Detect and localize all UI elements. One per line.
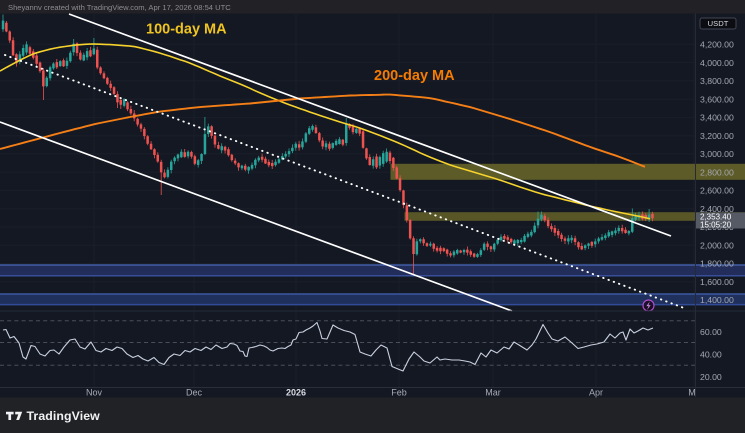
svg-text:2026: 2026 xyxy=(286,388,306,398)
svg-text:M: M xyxy=(688,388,696,398)
svg-text:100-day MA: 100-day MA xyxy=(146,22,227,38)
svg-text:4,200.00: 4,200.00 xyxy=(700,40,734,50)
svg-text:60.00: 60.00 xyxy=(700,327,722,337)
svg-text:Mar: Mar xyxy=(485,388,501,398)
svg-text:3,800.00: 3,800.00 xyxy=(700,76,734,86)
svg-text:3,000.00: 3,000.00 xyxy=(700,149,734,159)
svg-text:2,800.00: 2,800.00 xyxy=(700,167,734,177)
svg-text:3,600.00: 3,600.00 xyxy=(700,94,734,104)
svg-text:Feb: Feb xyxy=(391,388,407,398)
svg-text:Sheyannv created with TradingV: Sheyannv created with TradingView.com, A… xyxy=(8,3,231,12)
svg-text:2,353.40: 2,353.40 xyxy=(700,212,732,221)
svg-text:15:05:20: 15:05:20 xyxy=(700,220,732,229)
svg-text:1,400.00: 1,400.00 xyxy=(700,295,734,305)
svg-text:2,600.00: 2,600.00 xyxy=(700,186,734,196)
svg-text:Nov: Nov xyxy=(86,388,103,398)
svg-text:20.00: 20.00 xyxy=(700,372,722,382)
svg-text:4,000.00: 4,000.00 xyxy=(700,58,734,68)
svg-text:Apr: Apr xyxy=(589,388,603,398)
svg-text:40.00: 40.00 xyxy=(700,350,722,360)
svg-text:200-day MA: 200-day MA xyxy=(374,68,455,84)
svg-text:2,400.00: 2,400.00 xyxy=(700,204,734,214)
svg-text:3,400.00: 3,400.00 xyxy=(700,113,734,123)
svg-text:TradingView: TradingView xyxy=(27,409,101,423)
svg-text:2,000.00: 2,000.00 xyxy=(700,240,734,250)
svg-text:3,200.00: 3,200.00 xyxy=(700,131,734,141)
svg-text:USDT: USDT xyxy=(708,19,729,28)
svg-text:Dec: Dec xyxy=(186,388,203,398)
svg-text:1,800.00: 1,800.00 xyxy=(700,259,734,269)
svg-text:1,600.00: 1,600.00 xyxy=(700,277,734,287)
